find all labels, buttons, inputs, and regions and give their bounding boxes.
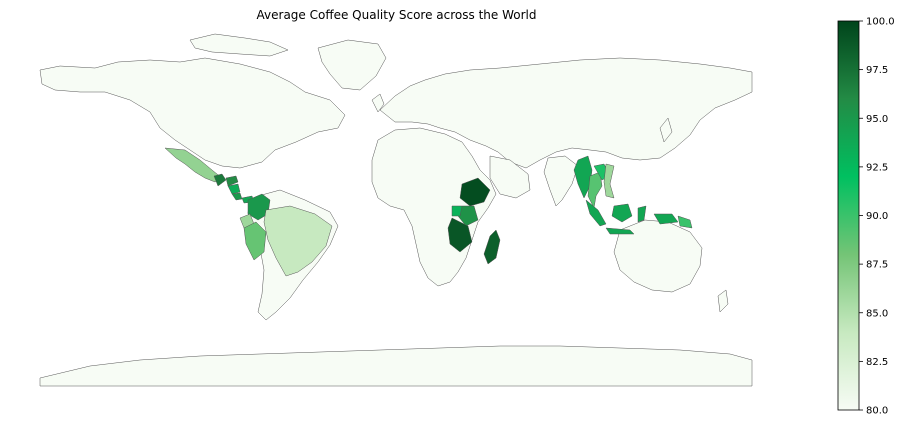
country-vietnam (603, 163, 615, 199)
country-brazil (263, 205, 333, 277)
map-title: Average Coffee Quality Score across the … (256, 8, 537, 22)
land-north-america (39, 57, 346, 169)
land-new-zealand (717, 289, 729, 313)
country-indonesia-java (605, 227, 635, 235)
country-indonesia-sumatra (585, 199, 607, 227)
colorbar-tick-label: 100.0 (866, 17, 895, 28)
colorbar-tick-label: 80.0 (866, 406, 888, 417)
colorbar-tick-label: 82.5 (866, 357, 888, 368)
colorbar-tick-label: 95.0 (866, 114, 888, 125)
colorbar-tick-label: 90.0 (866, 211, 888, 222)
land-arctic-islands (189, 33, 289, 57)
country-myanmar (573, 155, 593, 199)
country-peru (243, 221, 267, 261)
land-india (543, 155, 579, 207)
land-eurasia (379, 57, 753, 169)
country-guatemala (213, 173, 227, 187)
country-honduras (225, 175, 239, 187)
land-arabia (489, 155, 531, 199)
colorbar-tick-label: 85.0 (866, 308, 888, 319)
country-tanzania (447, 217, 473, 253)
colorbar-tick-label: 87.5 (866, 260, 888, 271)
country-ethiopia (459, 177, 491, 207)
land-antarctica (39, 345, 753, 387)
country-papua-new-guinea (677, 215, 693, 229)
country-costa-rica (231, 192, 243, 201)
country-madagascar (483, 229, 501, 265)
colorbar-tick-label: 97.5 (866, 65, 888, 76)
country-indonesia-borneo (611, 203, 633, 223)
country-indonesia-papua (653, 213, 679, 225)
colorbar-gradient (837, 20, 860, 411)
land-uk (371, 93, 385, 113)
colorbar-tick-label: 92.5 (866, 162, 888, 173)
land-japan (659, 117, 673, 143)
country-nicaragua (227, 183, 241, 195)
country-indonesia-sulawesi (637, 205, 647, 223)
country-uganda (451, 205, 463, 217)
country-mexico (164, 147, 223, 183)
land-greenland (317, 39, 387, 91)
